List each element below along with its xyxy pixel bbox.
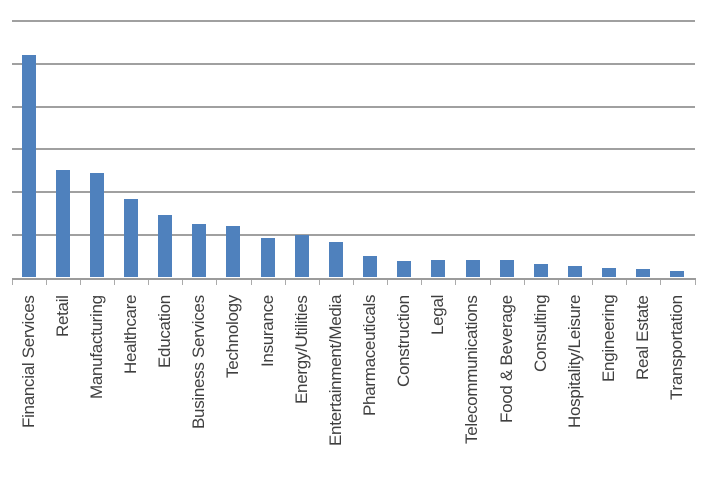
x-axis-tick	[626, 279, 628, 285]
x-axis-label: Business Services	[189, 295, 209, 429]
gridline	[11, 148, 695, 151]
bar	[567, 265, 582, 278]
x-axis-tick	[523, 279, 525, 285]
x-axis-tick	[387, 279, 389, 285]
gridline	[11, 233, 695, 236]
x-axis-label: Education	[155, 295, 175, 368]
gridline	[11, 191, 695, 194]
x-axis-label: Entertainment/Media	[325, 295, 345, 447]
x-axis-tick	[455, 279, 457, 285]
x-axis-label: Insurance	[257, 295, 277, 367]
x-axis-tick	[113, 279, 115, 285]
bar	[192, 224, 207, 278]
x-axis-tick	[353, 279, 354, 285]
bar	[533, 263, 548, 278]
x-axis-line	[11, 277, 696, 280]
bar	[397, 260, 412, 278]
bar	[124, 199, 139, 278]
bar	[670, 270, 685, 278]
gridline	[11, 105, 695, 108]
x-axis-label: Energy/Utilities	[291, 295, 311, 404]
x-axis-tick	[216, 279, 218, 285]
x-axis-label: Food & Beverage	[496, 295, 516, 423]
bar	[431, 260, 446, 278]
x-axis-tick	[660, 279, 662, 285]
x-axis-label: Healthcare	[120, 295, 140, 375]
x-axis-tick	[11, 279, 13, 285]
x-axis-tick	[148, 279, 150, 285]
bar	[55, 169, 70, 278]
x-axis-tick	[79, 279, 81, 285]
bar	[294, 234, 309, 278]
bar	[636, 268, 651, 278]
bar	[89, 172, 104, 278]
bar	[260, 238, 275, 278]
x-axis-tick	[318, 279, 320, 285]
x-axis-label: Legal	[428, 295, 448, 336]
bar	[226, 225, 241, 278]
bar	[158, 215, 173, 278]
x-axis-tick	[592, 279, 594, 285]
x-axis-label: Consulting	[530, 295, 550, 373]
x-axis-tick	[557, 279, 559, 285]
x-axis-tick	[250, 279, 252, 285]
x-axis-label: Real Estate	[633, 295, 653, 380]
x-axis-label: Retail	[52, 295, 72, 337]
bar	[21, 54, 36, 278]
x-axis-label: Pharmaceuticals	[360, 295, 379, 417]
gridline	[11, 20, 695, 23]
x-axis-label: Hospitality/Leisure	[564, 295, 584, 429]
bar	[602, 267, 617, 278]
bar	[465, 260, 480, 278]
x-axis-label: Engineering	[599, 295, 619, 383]
x-axis-label: Manufacturing	[86, 295, 106, 399]
x-axis-label: Construction	[394, 295, 414, 387]
x-axis-tick	[489, 279, 491, 285]
x-axis-tick	[284, 279, 286, 285]
bar	[328, 241, 343, 278]
x-axis-label: Technology	[223, 295, 243, 379]
x-axis-label: Financial Services	[18, 295, 38, 428]
x-axis-tick	[421, 279, 423, 285]
x-axis-tick	[45, 279, 47, 285]
bar	[499, 260, 514, 278]
x-axis-tick	[694, 279, 696, 285]
x-axis-label: Telecommunications	[462, 295, 482, 444]
bar	[363, 256, 378, 278]
x-axis-tick	[182, 279, 184, 285]
x-axis-label: Transportation	[667, 295, 687, 400]
gridline	[11, 63, 695, 66]
